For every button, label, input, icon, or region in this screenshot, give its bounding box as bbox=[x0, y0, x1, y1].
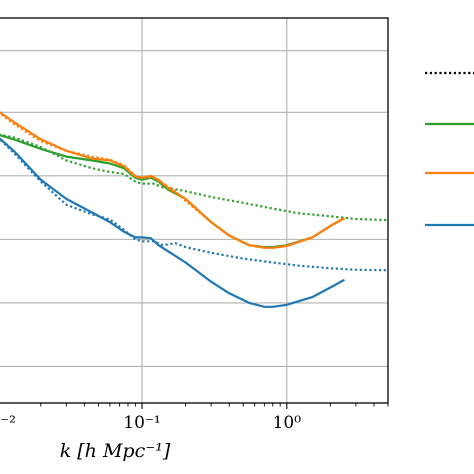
legend bbox=[425, 71, 474, 227]
grid-layer bbox=[0, 18, 388, 403]
series-line-6 bbox=[0, 137, 345, 308]
series-line-7 bbox=[0, 137, 389, 272]
plot-frame bbox=[0, 17, 389, 404]
series-line-3 bbox=[0, 133, 389, 222]
x-tick-label: 10⁻² bbox=[0, 413, 16, 433]
x-tick-label: 10⁻¹ bbox=[123, 413, 160, 433]
series-line-4 bbox=[0, 111, 345, 249]
x-axis-label: k [h Mpc⁻¹] bbox=[60, 440, 171, 462]
series-layer bbox=[0, 111, 389, 308]
tick-layer: 10⁻² 10⁻¹ 10⁰ bbox=[0, 403, 389, 433]
x-tick-label: 10⁰ bbox=[273, 413, 302, 433]
series-line-5 bbox=[0, 111, 345, 249]
